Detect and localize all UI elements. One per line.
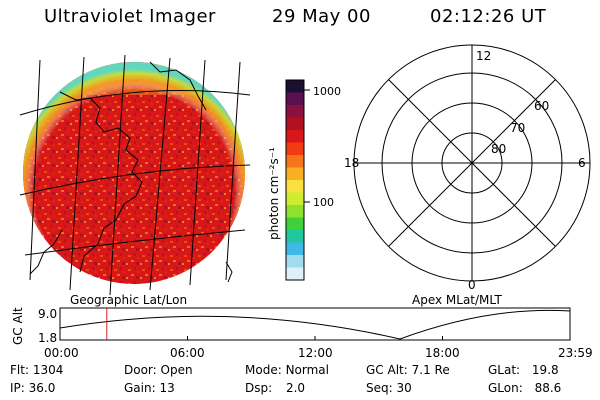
mlt-label-6: 6 xyxy=(578,156,586,170)
status-flt: Flt: 1304 xyxy=(10,363,64,377)
alt-xtick-1800: 18:00 xyxy=(425,346,460,360)
colorbar-segment xyxy=(286,180,304,193)
status-gain: Gain: 13 xyxy=(124,381,175,395)
status-door: Door: Open xyxy=(124,363,193,377)
altitude-curve xyxy=(59,309,571,340)
colorbar-segment xyxy=(286,167,304,181)
colorbar-segment xyxy=(286,192,304,206)
instrument-title: Ultraviolet Imager xyxy=(44,6,216,27)
colorbar-segment xyxy=(286,217,304,231)
status-seq: Seq: 30 xyxy=(366,381,412,395)
observation-time: 02:12:26 UT xyxy=(430,6,547,27)
colorbar-tick-100: 100 xyxy=(313,196,334,209)
status-glon: GLon: 88.6 xyxy=(488,381,562,395)
colorbar-segment xyxy=(286,80,304,93)
geographic-panel-label: Geographic Lat/Lon xyxy=(70,293,187,307)
colorbar-segment xyxy=(286,230,304,243)
alt-ytick-high: 9.0 xyxy=(38,307,57,321)
colorbar-segment xyxy=(286,130,304,143)
colorbar-segment xyxy=(286,267,304,281)
observation-date: 29 May 00 xyxy=(272,6,371,27)
colorbar-segment xyxy=(286,205,304,218)
alt-xtick-1200: 12:00 xyxy=(298,346,333,360)
colorbar-segment xyxy=(286,255,304,268)
status-gc-alt: GC Alt: 7.1 Re xyxy=(366,363,450,377)
alt-ytick-low: 1.8 xyxy=(38,331,57,345)
alt-ylabel: GC Alt xyxy=(11,307,25,345)
colorbar-frame xyxy=(285,79,305,281)
colorbar-segment xyxy=(286,105,304,118)
colorbar-segment xyxy=(286,155,304,168)
status-ip: IP: 36.0 xyxy=(10,381,56,395)
colorbar-unit-label: photon cm⁻²s⁻¹ xyxy=(267,147,281,240)
mlat-label-80: 80 xyxy=(491,142,506,156)
status-mode: Mode: Normal xyxy=(245,363,329,377)
mlt-label-0: 0 xyxy=(468,278,476,292)
status-dsp: Dsp: 2.0 xyxy=(245,381,306,395)
alt-xtick-0000: 00:00 xyxy=(44,346,79,360)
colorbar-segment xyxy=(286,92,304,106)
alt-xtick-2359: 23:59 xyxy=(558,346,593,360)
altitude-x-ticks xyxy=(59,336,571,340)
colorbar xyxy=(286,80,304,281)
colorbar-tick-1000: 1000 xyxy=(313,85,341,98)
coastline-outline xyxy=(29,61,233,283)
colorbar-segment xyxy=(286,242,304,256)
status-glat: GLat: 19.8 xyxy=(488,363,559,377)
mlat-label-70: 70 xyxy=(510,121,525,135)
polar-mlt-plot xyxy=(353,44,591,282)
colorbar-segment xyxy=(286,117,304,131)
alt-xtick-0600: 06:00 xyxy=(170,346,205,360)
mlt-label-18: 18 xyxy=(344,156,359,170)
geographic-grid xyxy=(19,54,251,296)
colorbar-segment xyxy=(286,142,304,156)
mlat-label-60: 60 xyxy=(534,99,549,113)
mlt-label-12: 12 xyxy=(476,49,491,63)
earth-uv-image xyxy=(23,62,245,284)
apex-panel-label: Apex MLat/MLT xyxy=(412,293,502,307)
